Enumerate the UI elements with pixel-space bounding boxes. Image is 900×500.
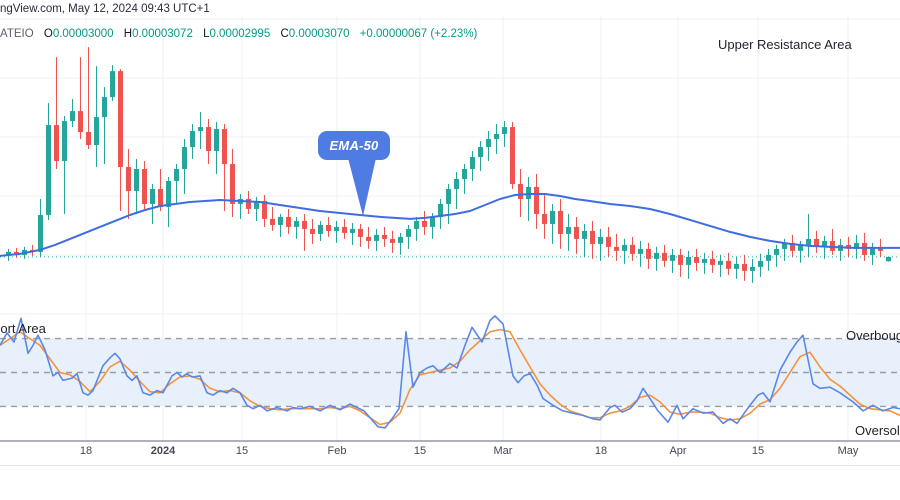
time-axis-label: May (837, 445, 859, 457)
low-label: L (203, 28, 210, 40)
high-value: 0.00003072 (132, 28, 193, 40)
low-value: 0.00002995 (209, 28, 271, 40)
time-axis-label: 18 (79, 445, 93, 457)
time-axis-label: 15 (751, 445, 765, 457)
stochastic-d-line (0, 328, 900, 426)
upper-resistance-area-label: Upper Resistance Area (718, 37, 852, 52)
oversold-label: Oversold (855, 423, 900, 438)
candles-group (6, 47, 891, 283)
high-label: H (123, 28, 133, 40)
close-label: C (280, 28, 289, 40)
panel-divider (0, 440, 900, 442)
time-axis-label: 2024 (150, 445, 176, 457)
time-axis[interactable]: 18 2024 15 Feb 15 Mar 18 Apr 15 May (0, 443, 900, 463)
ema-callout-tail (348, 158, 376, 216)
overbought-label: Overbought (846, 328, 900, 343)
time-axis-label: 15 (235, 445, 249, 457)
open-label: O (43, 28, 53, 40)
chart-attribution: ngView.com, May 12, 2024 09:43 UTC+1 (0, 3, 210, 15)
ema-50-callout[interactable]: EMA-50 (318, 131, 390, 160)
time-axis-label: Feb (327, 445, 347, 457)
axis-separator (0, 465, 900, 466)
change-value: +0.00000067 (+2.23%) (359, 28, 478, 40)
close-value: 0.00003070 (288, 28, 350, 40)
open-value: 0.00003000 (52, 28, 114, 40)
time-axis-label: 18 (594, 445, 608, 457)
stochastic-k-line (0, 315, 900, 429)
time-axis-label: Apr (669, 445, 687, 457)
support-area-label: Support Area (0, 321, 46, 336)
time-axis-label: 15 (413, 445, 427, 457)
ema-50-line (0, 193, 900, 257)
time-axis-label: Mar (493, 445, 513, 457)
ohlc-legend[interactable]: ATEIO O0.00003000 H0.00003072 L0.0000299… (0, 28, 477, 40)
symbol-fragment: ATEIO (0, 28, 34, 40)
